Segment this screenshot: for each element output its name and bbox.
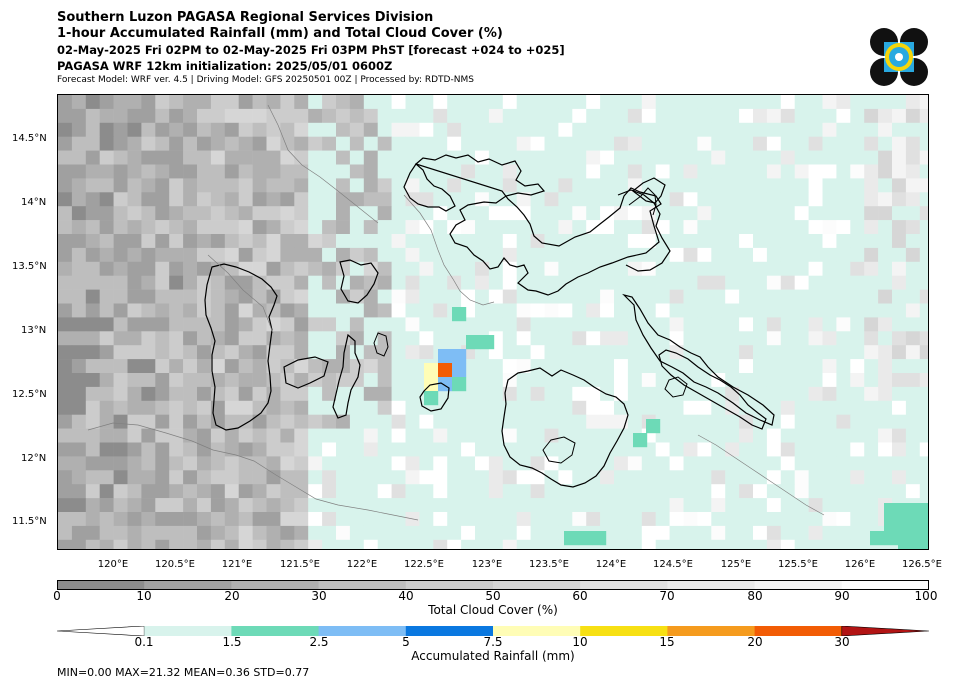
cloud-cover-colorbar: [57, 580, 929, 590]
pagasa-logo: [870, 28, 928, 86]
cloud-colorbar-segment: [580, 580, 668, 590]
rain-tick: 7.5: [483, 635, 503, 649]
rain-colorbar-segment: [318, 626, 407, 636]
cloud-tick: 70: [659, 589, 675, 603]
rain-colorbar-segment: [493, 626, 581, 636]
cloud-colorbar-segment: [754, 580, 843, 590]
cloud-colorbar-label: Total Cloud Cover (%): [428, 603, 558, 617]
rain-tick: 0.1: [134, 635, 154, 649]
coastlines: [87, 104, 825, 521]
cloud-tick: 10: [136, 589, 152, 603]
lon-label: 126°E: [844, 559, 876, 570]
rain-tick: 1.5: [222, 635, 242, 649]
cloud-tick: 50: [485, 589, 501, 603]
cloud-colorbar-segment: [841, 580, 929, 590]
rain-tick: 10: [572, 635, 588, 649]
rain-tick: 2.5: [309, 635, 329, 649]
rain-colorbar-label: Accumulated Rainfall (mm): [411, 649, 575, 663]
rain-colorbar-segment: [231, 626, 320, 636]
rainfall-colorbar: [57, 626, 929, 636]
cloud-tick: 0: [53, 589, 61, 603]
lon-label: 125.5°E: [778, 559, 818, 570]
lon-label: 121°E: [221, 559, 253, 570]
lat-label: 14°N: [21, 197, 47, 208]
cloud-colorbar-segment: [318, 580, 407, 590]
rain-tick: 5: [402, 635, 410, 649]
lon-label: 122°E: [346, 559, 378, 570]
lon-label: 120.5°E: [155, 559, 195, 570]
rain-colorbar-segment: [144, 626, 232, 636]
rain-tick: 30: [834, 635, 850, 649]
lon-label: 121.5°E: [280, 559, 320, 570]
map-panel: [57, 94, 929, 550]
lon-label: 123°E: [471, 559, 503, 570]
lon-label: 123.5°E: [529, 559, 569, 570]
cloud-tick: 40: [398, 589, 414, 603]
rain-colorbar-segment: [667, 626, 756, 636]
lon-label: 122.5°E: [404, 559, 444, 570]
model-initialization: PAGASA WRF 12km initialization: 2025/05/…: [57, 59, 393, 73]
rain-tick: 15: [659, 635, 675, 649]
valid-time: 02-May-2025 Fri 02PM to 02-May-2025 Fri …: [57, 43, 565, 57]
lon-label: 120°E: [97, 559, 129, 570]
cloud-colorbar-segment: [405, 580, 494, 590]
cloud-tick: 90: [834, 589, 850, 603]
lon-label: 126.5°E: [902, 559, 942, 570]
lat-label: 13.5°N: [12, 261, 47, 272]
cloud-colorbar-segment: [144, 580, 232, 590]
model-credits: Forecast Model: WRF ver. 4.5 | Driving M…: [57, 75, 474, 85]
cloud-tick: 100: [914, 589, 938, 603]
lat-label: 11.5°N: [12, 516, 47, 527]
cloud-tick: 80: [747, 589, 763, 603]
rain-colorbar-over: [841, 626, 929, 636]
lat-label: 12.5°N: [12, 389, 47, 400]
lon-label: 124°E: [595, 559, 627, 570]
rain-colorbar-under: [57, 626, 145, 636]
cloud-tick: 60: [572, 589, 588, 603]
chart-subtitle: 1-hour Accumulated Rainfall (mm) and Tot…: [57, 26, 503, 41]
rain-tick: 20: [747, 635, 763, 649]
cloud-colorbar-segment: [667, 580, 756, 590]
cloud-colorbar-segment: [493, 580, 581, 590]
lon-label: 124.5°E: [653, 559, 693, 570]
lon-label: 125°E: [720, 559, 752, 570]
cloud-colorbar-segment: [57, 580, 145, 590]
rain-colorbar-segment: [754, 626, 843, 636]
lat-label: 14.5°N: [12, 133, 47, 144]
cloud-colorbar-segment: [231, 580, 320, 590]
cloud-tick: 30: [311, 589, 327, 603]
field-statistics: MIN=0.00 MAX=21.32 MEAN=0.36 STD=0.77: [57, 666, 310, 679]
chart-title: Southern Luzon PAGASA Regional Services …: [57, 10, 434, 25]
cloud-tick: 20: [224, 589, 240, 603]
lat-label: 12°N: [21, 453, 47, 464]
rain-colorbar-segment: [580, 626, 668, 636]
rain-colorbar-segment: [405, 626, 494, 636]
lat-label: 13°N: [21, 325, 47, 336]
